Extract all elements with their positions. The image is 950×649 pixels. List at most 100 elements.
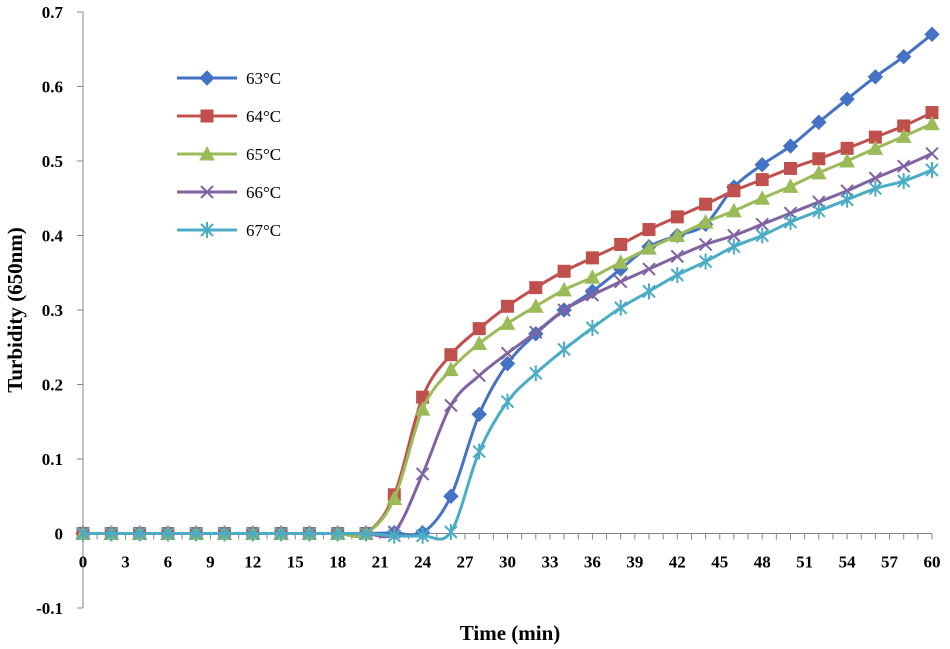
data-point xyxy=(330,525,345,542)
data-point xyxy=(527,298,544,313)
marker-stroke xyxy=(925,146,939,161)
data-point xyxy=(557,264,571,278)
y-tick-label: 0 xyxy=(55,525,64,544)
data-point xyxy=(613,274,628,289)
data-point xyxy=(726,202,742,218)
x-tick-label: 48 xyxy=(754,553,771,572)
data-point xyxy=(782,138,799,154)
data-point xyxy=(132,525,147,542)
data-point xyxy=(500,393,515,410)
legend-item: 67°C xyxy=(177,221,281,240)
data-point xyxy=(614,237,628,251)
data-point xyxy=(359,525,373,542)
data-point xyxy=(754,157,770,173)
data-point xyxy=(556,281,572,297)
x-tick-label: 60 xyxy=(924,553,941,572)
data-point xyxy=(387,527,402,544)
data-point xyxy=(755,173,769,187)
data-point xyxy=(840,191,854,208)
y-tick-label: 0.3 xyxy=(42,301,63,320)
data-point xyxy=(642,223,656,237)
data-point xyxy=(585,251,599,265)
data-point xyxy=(755,217,769,232)
data-point xyxy=(782,178,799,193)
data-point xyxy=(839,91,855,107)
x-tick-label: 36 xyxy=(584,553,601,572)
marker-stroke xyxy=(670,249,685,264)
data-point xyxy=(415,527,430,544)
y-tick-label: 0.5 xyxy=(42,152,63,171)
data-point xyxy=(444,398,458,413)
data-point xyxy=(612,254,629,269)
x-tick-label: 39 xyxy=(626,553,643,572)
legend-marker xyxy=(199,70,215,86)
data-point xyxy=(529,365,543,382)
data-point xyxy=(840,141,854,155)
data-point xyxy=(810,164,827,180)
y-axis-title: Turbidity (650nm) xyxy=(3,227,27,393)
x-tick-label: 24 xyxy=(414,553,432,572)
data-point xyxy=(415,467,430,481)
x-tick-label: 21 xyxy=(372,553,389,572)
series-66c xyxy=(76,146,939,541)
marker-stroke xyxy=(868,171,883,185)
series-65c xyxy=(75,115,940,540)
data-point xyxy=(727,184,741,198)
x-tick-label: 6 xyxy=(164,553,173,572)
x-tick-label: 3 xyxy=(121,553,130,572)
data-point xyxy=(557,341,571,358)
data-point xyxy=(812,152,826,166)
data-point xyxy=(444,348,458,362)
marker-stroke xyxy=(444,398,458,413)
marker-stroke xyxy=(529,325,543,340)
data-point xyxy=(529,281,543,295)
legend-marker xyxy=(200,109,214,123)
data-point xyxy=(444,524,458,541)
x-tick-label: 33 xyxy=(541,553,558,572)
data-point xyxy=(499,315,516,330)
x-tick-label: 18 xyxy=(329,553,346,572)
y-tick-labels: -0.1 0 0.1 0.2 0.3 0.4 0.5 0.6 0.7 xyxy=(36,3,63,618)
data-point xyxy=(784,161,797,175)
data-point xyxy=(471,335,488,351)
data-point xyxy=(896,159,911,173)
data-point xyxy=(698,253,713,270)
y-tick-label: 0.2 xyxy=(42,376,63,395)
series-line xyxy=(82,122,933,538)
data-point xyxy=(161,525,175,542)
legend-label: 63°C xyxy=(246,69,281,88)
data-point xyxy=(386,490,403,505)
x-tick-label: 15 xyxy=(287,553,304,572)
data-point xyxy=(669,227,686,242)
data-point xyxy=(868,180,883,197)
data-point xyxy=(697,214,714,229)
data-point xyxy=(274,525,288,542)
data-point xyxy=(699,197,713,211)
data-point xyxy=(302,525,317,542)
data-point xyxy=(811,114,827,130)
marker-stroke xyxy=(415,467,430,481)
data-point xyxy=(895,48,912,65)
data-point xyxy=(529,325,543,340)
data-point xyxy=(499,355,516,372)
y-tick-label: -0.1 xyxy=(36,599,63,618)
data-point xyxy=(557,303,571,317)
legend-label: 65°C xyxy=(246,145,281,164)
data-point xyxy=(585,319,600,336)
legend-item: 63°C xyxy=(177,69,281,88)
x-tick-labels: 0 3 6 9 12 15 18 21 24 27 30 33 36 39 42 45 48 51 54 57 60 xyxy=(79,553,941,572)
data-point xyxy=(641,240,657,255)
x-tick-label: 12 xyxy=(244,553,261,572)
marker-stroke xyxy=(698,237,713,252)
data-point xyxy=(642,283,656,300)
data-point xyxy=(76,525,90,542)
data-point xyxy=(501,299,514,313)
data-point xyxy=(443,361,459,377)
data-point xyxy=(727,238,741,255)
data-point xyxy=(698,237,713,252)
data-point xyxy=(868,171,883,185)
data-point xyxy=(925,146,939,161)
y-tick-label: 0.4 xyxy=(42,227,64,246)
y-tick-label: 0.6 xyxy=(42,78,63,97)
data-point xyxy=(414,401,431,416)
